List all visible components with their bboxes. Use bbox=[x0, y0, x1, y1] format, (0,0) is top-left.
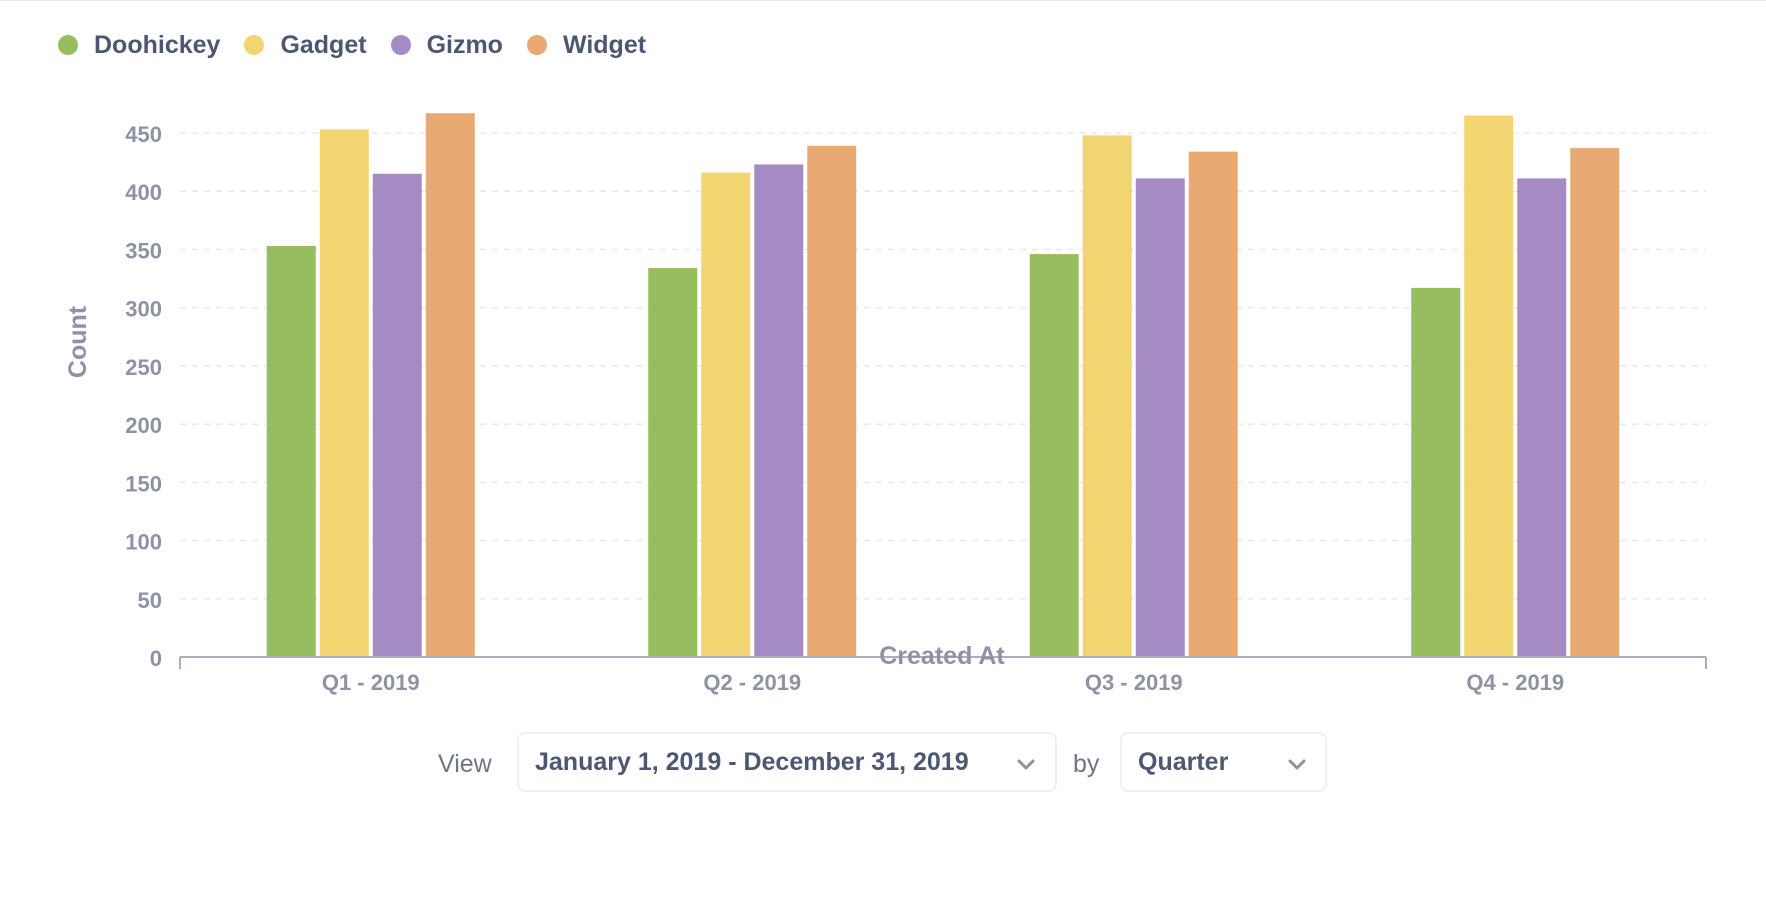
date-range-dropdown[interactable]: January 1, 2019 - December 31, 2019 bbox=[517, 732, 1057, 792]
chevron-down-icon bbox=[1017, 759, 1035, 770]
x-tick-label: Q4 - 2019 bbox=[1466, 670, 1564, 695]
y-tick-label: 450 bbox=[125, 122, 162, 147]
date-range-value: January 1, 2019 - December 31, 2019 bbox=[535, 747, 969, 776]
x-tick-labels: Q1 - 2019 Q2 - 2019 Q3 - 2019 Q4 - 2019 bbox=[322, 670, 1564, 695]
legend-dot bbox=[526, 35, 547, 55]
x-tick-label: Q3 - 2019 bbox=[1085, 670, 1183, 695]
legend-dot bbox=[390, 35, 411, 55]
y-tick-label: 0 bbox=[150, 646, 162, 671]
y-axis-label: Count bbox=[64, 305, 92, 378]
bar-doohickey-1[interactable] bbox=[266, 245, 316, 657]
legend-item-gadget[interactable]: Gadget bbox=[244, 30, 367, 60]
bar-gizmo-3[interactable] bbox=[1135, 178, 1185, 657]
y-tick-label: 250 bbox=[125, 355, 162, 380]
by-label: by bbox=[1073, 750, 1100, 778]
x-axis bbox=[179, 656, 1707, 669]
bar-gadget-3[interactable] bbox=[1082, 135, 1132, 658]
bar-gizmo-1[interactable] bbox=[372, 173, 422, 657]
view-label: View bbox=[438, 750, 492, 778]
legend-item-gizmo[interactable]: Gizmo bbox=[390, 30, 503, 60]
bar-widget-1[interactable] bbox=[425, 113, 475, 657]
y-tick-label: 400 bbox=[125, 180, 162, 205]
chevron-down-icon bbox=[1288, 759, 1306, 770]
y-tick-label: 50 bbox=[138, 588, 162, 613]
x-tick-label: Q1 - 2019 bbox=[322, 670, 420, 695]
bar-widget-3[interactable] bbox=[1188, 151, 1238, 657]
bar-widget-4[interactable] bbox=[1570, 148, 1620, 658]
y-tick-label: 300 bbox=[125, 297, 162, 322]
y-tick-labels: 0 50 100 150 200 250 300 350 400 450 bbox=[125, 122, 162, 671]
legend-label: Widget bbox=[562, 30, 647, 59]
bar-widget-2[interactable] bbox=[807, 145, 857, 657]
legend-item-doohickey[interactable]: Doohickey bbox=[58, 31, 220, 60]
y-tick-label: 200 bbox=[125, 413, 162, 438]
legend-dot bbox=[58, 35, 78, 55]
legend-label: Gadget bbox=[280, 30, 367, 59]
top-divider bbox=[0, 0, 1766, 1]
bar-doohickey-3[interactable] bbox=[1029, 254, 1079, 657]
legend-label: Doohickey bbox=[94, 30, 221, 59]
y-tick-label: 150 bbox=[125, 471, 162, 496]
granularity-dropdown[interactable]: Quarter bbox=[1120, 732, 1327, 792]
legend-dot bbox=[244, 35, 265, 55]
bar-doohickey-2[interactable] bbox=[648, 268, 698, 657]
x-axis-label: Created At bbox=[879, 642, 1005, 670]
legend-item-widget[interactable]: Widget bbox=[526, 30, 647, 60]
bar-gadget-1[interactable] bbox=[319, 129, 369, 658]
bar-chart: 0 50 100 150 200 250 300 350 400 450 Q1 - 2019 Q2 … bbox=[64, 113, 1707, 695]
chart-controls: View January 1, 2019 - December 31, 2019… bbox=[0, 732, 1766, 796]
bar-gizmo-2[interactable] bbox=[754, 164, 804, 657]
bar-doohickey-4[interactable] bbox=[1411, 287, 1461, 657]
bar-gadget-2[interactable] bbox=[701, 172, 751, 657]
legend-label: Gizmo bbox=[426, 30, 503, 59]
bars bbox=[266, 113, 1620, 658]
granularity-value: Quarter bbox=[1138, 747, 1229, 776]
x-tick-label: Q2 - 2019 bbox=[703, 670, 801, 695]
bar-gizmo-4[interactable] bbox=[1517, 178, 1567, 657]
bar-gadget-4[interactable] bbox=[1464, 115, 1514, 658]
chart-legend: Doohickey Gadget Gizmo Widget bbox=[58, 28, 670, 62]
y-tick-label: 100 bbox=[125, 530, 162, 555]
y-tick-label: 350 bbox=[125, 238, 162, 263]
